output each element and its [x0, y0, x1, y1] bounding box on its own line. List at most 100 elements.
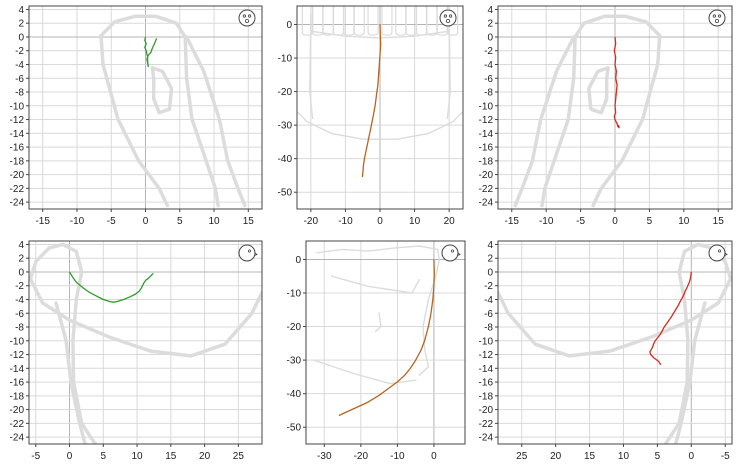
x-tick-label: 15	[584, 451, 596, 462]
y-tick-label: -22	[10, 419, 25, 430]
outline-edge	[54, 301, 87, 444]
plot-frame	[28, 240, 263, 445]
tooth-outline	[301, 6, 313, 36]
y-tick-label: -12	[479, 115, 494, 126]
series-line-1	[68, 271, 154, 303]
outline-back	[184, 35, 247, 208]
series-line-1	[361, 24, 382, 178]
y-tick-label: -4	[15, 295, 24, 306]
y-tick-label: -22	[10, 184, 25, 195]
y-tick-label: -20	[479, 405, 494, 416]
y-tick-label: 4	[18, 240, 24, 251]
x-tick-label: -20	[304, 216, 319, 227]
y-tick-label: -50	[287, 423, 302, 434]
outline-jaw	[297, 111, 463, 140]
tooth-outline	[436, 6, 448, 36]
x-tick-label: 10	[678, 216, 690, 227]
x-tick-label: -5	[721, 451, 730, 462]
tooth-outline	[426, 6, 438, 36]
y-tick-label: -18	[10, 156, 25, 167]
y-tick-label: -2	[15, 46, 24, 57]
x-tick-label: 0	[612, 216, 618, 227]
y-tick-label: -16	[479, 143, 494, 154]
y-tick-label: -6	[484, 309, 493, 320]
x-tick-label: 5	[177, 216, 183, 227]
x-tick-label: -30	[317, 451, 332, 462]
chart-panel-frontal-center: 0 -10 -20 -30 -40 -50 -20 -10 0 10 20	[278, 5, 464, 227]
y-tick-label: -10	[10, 101, 25, 112]
y-tick-label: -6	[15, 74, 24, 85]
tooth-outline	[405, 6, 417, 36]
x-tick-label: 10	[618, 451, 630, 462]
face-front-icon	[708, 9, 726, 27]
y-tick-label: -22	[479, 419, 494, 430]
anatomy-outline	[297, 6, 463, 140]
outline-ramus	[29, 242, 97, 444]
y-tick-label: -10	[10, 336, 25, 347]
y-tick-label: -4	[484, 295, 493, 306]
x-tick-label: 5	[647, 216, 653, 227]
x-tick-label: 5	[655, 451, 661, 462]
x-tick-label: -15	[505, 216, 520, 227]
y-tick-label: -4	[484, 60, 493, 71]
y-tick-label: 4	[487, 240, 493, 251]
tooth-outline	[353, 6, 365, 36]
x-tick-label: -5	[107, 216, 116, 227]
outline-condyle	[150, 66, 174, 115]
plot-frame	[305, 240, 466, 445]
plot-frame	[497, 240, 733, 445]
y-tick-label: -30	[287, 356, 302, 367]
tooth-outline	[322, 6, 334, 36]
tooth-outline	[332, 6, 345, 36]
y-tick-label: 0	[295, 255, 301, 266]
y-tick-label: 2	[487, 19, 493, 30]
y-tick-label: 0	[286, 20, 292, 31]
x-tick-label: 25	[233, 451, 245, 462]
y-tick-label: -24	[10, 433, 25, 444]
outline-edge	[673, 301, 707, 444]
y-tick-label: -18	[10, 391, 25, 402]
x-tick-label: 15	[165, 451, 177, 462]
y-tick-label: -4	[15, 60, 24, 71]
y-tick-label: -8	[15, 88, 24, 99]
y-tick-label: -8	[484, 88, 493, 99]
anatomy-outline	[99, 14, 247, 208]
y-tick-label: 4	[487, 5, 493, 16]
x-tick-label: 0	[377, 216, 383, 227]
outline-chin	[312, 359, 417, 385]
tooth-outline	[395, 6, 407, 36]
y-tick-label: -50	[278, 188, 293, 199]
y-tick-label: -14	[479, 129, 494, 140]
chart-panel-sagittal-center: 0 -10 -20 -30 -40 -50 -30 -20 -10 0	[287, 240, 466, 462]
y-tick-label: 2	[18, 254, 24, 265]
chart-panel-frontal-right: 4 2 0 -2 -4 -6 -8 -10 -12 -14 -16 -18 -20 -22 -24 -15 -1…	[479, 5, 733, 227]
tooth-outline	[415, 6, 428, 36]
y-tick-label: -20	[10, 170, 25, 181]
x-tick-label: 10	[208, 216, 220, 227]
series-line-1	[649, 271, 692, 366]
chart-panel-sagittal-left: 420-2-4-6-8-10-12-14-16-18-20-22-24-5 0 5 1…	[10, 240, 263, 462]
x-tick-label: 25	[516, 451, 528, 462]
face-profile-icon	[441, 244, 461, 262]
outline-side_right	[446, 13, 451, 120]
y-tick-label: -14	[10, 364, 25, 375]
x-tick-label: 10	[131, 451, 143, 462]
y-tick-label: -10	[278, 54, 293, 65]
chart-panel-frontal-left: 4 2 0 -2 -4 -6 -8 -10 -12 -14 -16 -18 -20 -22 -24 -15 -1…	[10, 5, 263, 227]
y-tick-label: 2	[487, 254, 493, 265]
x-tick-label: -5	[31, 451, 40, 462]
outline-upper	[330, 275, 420, 294]
y-tick-label: -8	[15, 323, 24, 334]
tooth-outline	[343, 6, 355, 36]
y-tick-label: -14	[10, 129, 25, 140]
y-tick-label: -24	[479, 198, 494, 209]
x-tick-label: 0	[67, 451, 73, 462]
y-tick-label: -24	[479, 433, 494, 444]
outline-body	[29, 277, 262, 358]
x-tick-label: 0	[689, 451, 695, 462]
x-tick-label: 5	[101, 451, 107, 462]
series-line-1	[144, 36, 158, 68]
y-tick-label: -20	[10, 405, 25, 416]
